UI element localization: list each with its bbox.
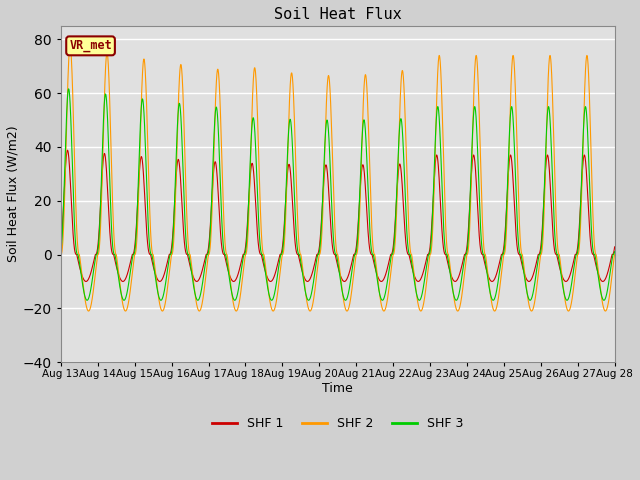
SHF 1 — [493, 268, 501, 274]
SHF 2 — [317, 242, 325, 248]
SHF 1 — [64, 147, 72, 153]
Line: SHF 2: SHF 2 — [61, 47, 614, 311]
SHF 3 — [317, 226, 325, 231]
Y-axis label: Soil Heat Flux (W/m2): Soil Heat Flux (W/m2) — [7, 126, 20, 263]
SHF 2 — [602, 308, 609, 314]
SHF 3 — [431, 135, 439, 141]
SHF 2 — [157, 305, 164, 311]
Legend: SHF 1, SHF 2, SHF 3: SHF 1, SHF 2, SHF 3 — [207, 412, 468, 435]
SHF 2 — [67, 44, 74, 49]
Line: SHF 1: SHF 1 — [61, 150, 614, 281]
SHF 2 — [431, 146, 439, 152]
SHF 2 — [611, 255, 618, 261]
SHF 3 — [305, 298, 312, 303]
SHF 3 — [611, 249, 618, 254]
SHF 1 — [431, 161, 439, 167]
SHF 3 — [493, 283, 501, 289]
SHF 1 — [525, 278, 533, 284]
SHF 1 — [611, 244, 618, 250]
SHF 2 — [493, 301, 501, 307]
SHF 3 — [462, 252, 470, 257]
SHF 1 — [611, 248, 618, 253]
SHF 2 — [611, 252, 618, 257]
Title: Soil Heat Flux: Soil Heat Flux — [274, 7, 402, 22]
SHF 3 — [611, 251, 618, 256]
SHF 1 — [157, 278, 164, 284]
SHF 3 — [57, 248, 65, 254]
SHF 3 — [157, 297, 164, 303]
SHF 2 — [462, 259, 470, 264]
X-axis label: Time: Time — [323, 382, 353, 395]
SHF 1 — [317, 223, 325, 228]
SHF 1 — [462, 250, 470, 256]
SHF 2 — [57, 252, 65, 257]
Text: VR_met: VR_met — [69, 39, 112, 52]
Line: SHF 3: SHF 3 — [61, 89, 614, 300]
SHF 3 — [65, 86, 72, 92]
SHF 1 — [57, 243, 65, 249]
